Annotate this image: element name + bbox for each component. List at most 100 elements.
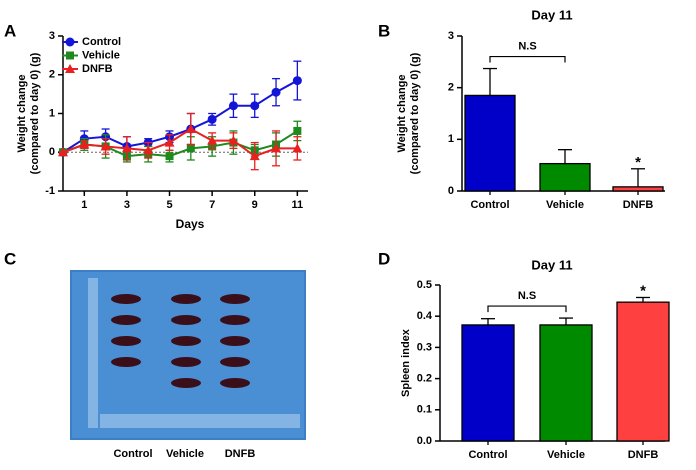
y-tick-label: 0.2 <box>417 373 432 385</box>
error-bar <box>558 149 572 164</box>
marker <box>250 101 260 111</box>
annotation: * <box>640 282 646 299</box>
spleen <box>171 357 201 367</box>
marker <box>292 143 303 153</box>
annotation: N.S <box>518 290 536 302</box>
significance-bracket <box>489 55 566 63</box>
x-tick-label: Vehicle <box>546 199 584 211</box>
photo-label: Control <box>113 448 152 460</box>
y-tick-label: 2 <box>49 69 55 81</box>
y-axis-label: Weight change <box>16 74 28 152</box>
x-tick-label: Control <box>470 199 509 211</box>
photo-label: DNFB <box>225 448 256 460</box>
y-axis-label: Weight change <box>396 74 408 152</box>
y-tick-label: 0.0 <box>417 435 432 447</box>
spleen <box>171 378 201 388</box>
marker <box>207 135 218 145</box>
panel-letter: C <box>4 249 16 268</box>
spleen <box>220 378 250 388</box>
marker <box>292 76 302 86</box>
chart-title: Day 11 <box>531 257 572 272</box>
marker <box>165 152 174 161</box>
spleen <box>220 357 250 367</box>
marker <box>58 147 68 157</box>
legend-label: DNFB <box>82 63 113 75</box>
annotation: N.S <box>518 40 536 52</box>
bar <box>539 162 591 192</box>
spleen <box>111 357 141 367</box>
spleen <box>171 315 201 325</box>
chart-title: Day 11 <box>531 7 572 22</box>
ruler-vertical <box>88 278 98 428</box>
bar <box>461 324 515 442</box>
chart: A -1 0 1 2 3 Weight change (compared to day 0) … <box>4 21 308 231</box>
marker <box>228 135 239 145</box>
y-tick-label: 1 <box>49 107 55 119</box>
y-tick-label: -1 <box>45 185 55 197</box>
y-tick-label: 0 <box>448 185 454 197</box>
y-tick-label: 0.4 <box>417 310 433 322</box>
marker <box>65 64 75 73</box>
spleen <box>111 294 141 304</box>
photo-label: Vehicle <box>166 448 204 460</box>
marker <box>66 51 74 60</box>
x-tick-label: 3 <box>124 199 130 211</box>
marker <box>185 124 196 133</box>
spleen <box>111 336 141 346</box>
bar <box>539 324 593 442</box>
spleen <box>220 336 250 346</box>
marker <box>207 114 217 124</box>
legend-label: Vehicle <box>82 49 120 61</box>
x-tick-label: 11 <box>292 199 304 211</box>
marker <box>249 151 260 161</box>
spleen <box>220 315 250 325</box>
x-tick-label: 5 <box>166 199 172 211</box>
y-axis-label: Spleen index <box>400 328 412 397</box>
bar <box>612 186 664 192</box>
y-tick-label: 2 <box>448 82 454 94</box>
error-bar <box>559 317 573 325</box>
x-tick-label: DNFB <box>628 449 659 461</box>
y-tick-label: 3 <box>448 30 454 42</box>
y-tick-label: 1 <box>448 133 454 145</box>
error-bar <box>631 168 645 187</box>
marker <box>293 126 302 135</box>
legend-label: Control <box>82 36 121 48</box>
marker <box>143 145 154 155</box>
series-line <box>62 127 298 158</box>
marker <box>79 139 90 149</box>
marker <box>65 37 75 47</box>
spleen <box>171 294 201 304</box>
spleen <box>220 294 250 304</box>
marker <box>121 143 132 153</box>
marker <box>271 143 282 153</box>
significance-bracket <box>487 305 567 313</box>
y-axis-label: (compared to day 0) (g) <box>29 52 41 174</box>
x-tick-label: DNFB <box>623 199 654 211</box>
panel-letter: D <box>378 249 390 268</box>
y-tick-label: 0 <box>49 146 55 158</box>
x-tick-label: Control <box>468 449 507 461</box>
x-axis-label: Days <box>176 217 205 231</box>
y-tick-label: 0.3 <box>417 341 432 353</box>
bar <box>616 301 670 442</box>
x-tick-label: 7 <box>209 199 215 211</box>
y-tick-label: 3 <box>49 30 55 42</box>
marker <box>271 87 281 97</box>
x-tick-label: 9 <box>252 199 258 211</box>
spleen <box>171 336 201 346</box>
marker <box>164 137 175 147</box>
x-tick-label: 1 <box>81 199 87 211</box>
marker <box>100 141 111 151</box>
x-tick-label: Vehicle <box>547 449 585 461</box>
error-bar <box>481 318 495 325</box>
spleen <box>111 315 141 325</box>
marker <box>228 101 238 111</box>
error-bar <box>483 67 497 96</box>
annotation: * <box>635 154 641 171</box>
y-axis-label: (compared to day 0) (g) <box>409 52 421 174</box>
chart: D Day 11 0.0 0.1 0.2 0.3 0.4 0.5 Spleen index Con… <box>378 249 670 461</box>
marker <box>186 144 195 153</box>
